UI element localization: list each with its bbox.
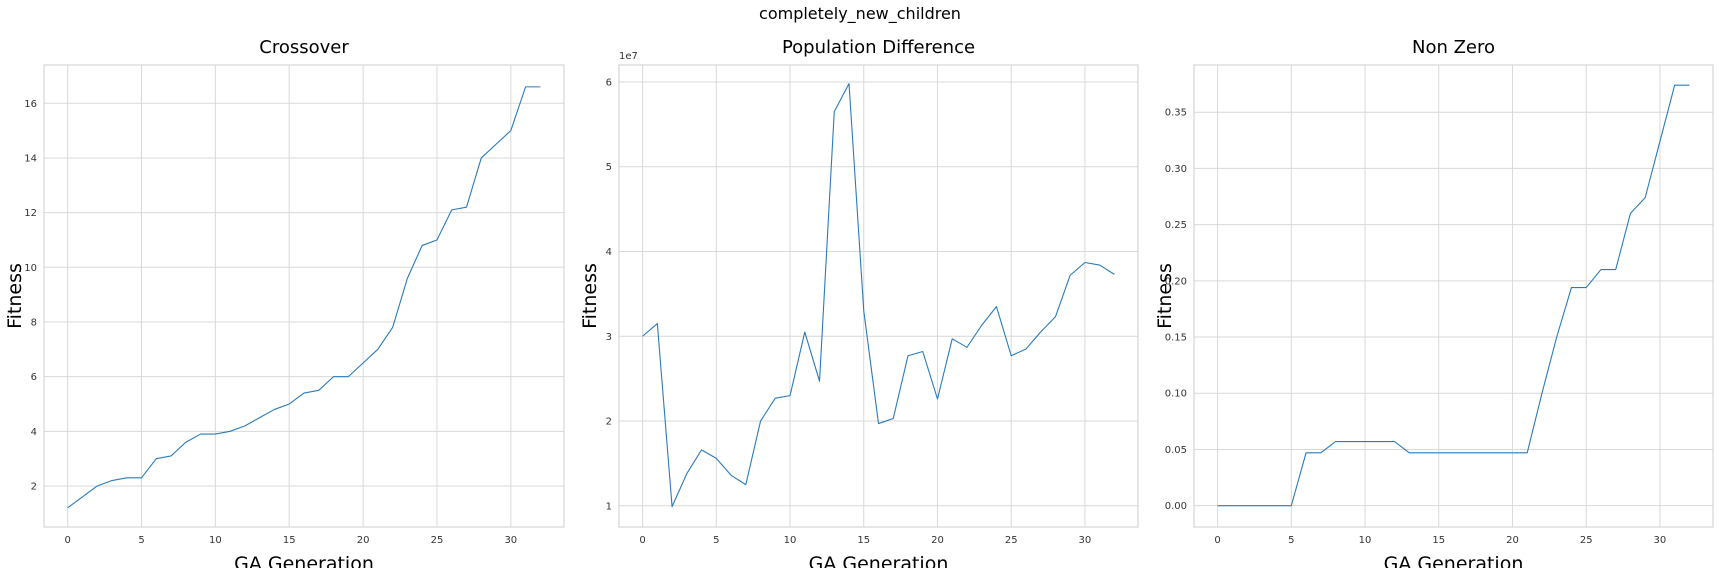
x-tick-label: 25 xyxy=(1580,535,1593,546)
x-tick-label: 5 xyxy=(713,535,719,546)
y-tick-label: 1 xyxy=(606,501,612,512)
x-tick-label: 30 xyxy=(1654,535,1667,546)
y-tick-label: 0.20 xyxy=(1165,276,1187,287)
y-axis-label: Fitness xyxy=(1154,263,1176,329)
x-tick-label: 0 xyxy=(639,535,645,546)
y-tick-label: 0.30 xyxy=(1165,164,1187,175)
x-tick-label: 0 xyxy=(1214,535,1220,546)
y-tick-label: 5 xyxy=(606,162,612,173)
y-axis-label: Fitness xyxy=(4,263,26,329)
x-tick-label: 25 xyxy=(431,535,444,546)
x-tick-label: 10 xyxy=(1359,535,1372,546)
x-tick-label: 15 xyxy=(857,535,870,546)
y-tick-label: 2 xyxy=(606,417,612,428)
x-tick-label: 30 xyxy=(1079,535,1092,546)
axes-frame xyxy=(1193,64,1714,528)
y-tick-label: 10 xyxy=(24,263,37,274)
chart-title: Crossover xyxy=(259,37,349,58)
series-line xyxy=(642,83,1115,508)
y-tick-label: 4 xyxy=(31,427,37,438)
y-tick-label: 16 xyxy=(24,99,37,110)
x-tick-label: 15 xyxy=(283,535,296,546)
y-tick-label: 6 xyxy=(31,372,37,383)
y-tick-label: 0.10 xyxy=(1165,389,1187,400)
x-tick-label: 30 xyxy=(504,535,517,546)
y-offset-label: 1e7 xyxy=(619,51,638,62)
y-tick-label: 6 xyxy=(606,77,612,88)
y-tick-label: 0.35 xyxy=(1165,108,1187,119)
y-tick-label: 4 xyxy=(606,247,612,258)
y-tick-label: 14 xyxy=(24,153,37,164)
y-tick-label: 12 xyxy=(24,208,37,219)
y-tick-label: 3 xyxy=(606,332,612,343)
x-axis-label: GA Generation xyxy=(1384,553,1524,568)
chart-title: Population Difference xyxy=(782,37,975,58)
x-tick-label: 0 xyxy=(64,535,70,546)
y-tick-label: 0.05 xyxy=(1165,445,1187,456)
y-tick-label: 2 xyxy=(31,481,37,492)
figure-title: completely_new_children xyxy=(759,4,961,23)
chart-title: Non Zero xyxy=(1412,37,1495,58)
x-tick-label: 10 xyxy=(784,535,797,546)
subplot-crossover: 0 5 10 15 20 25 30 2 4 6 8 10 12 14 16 Crossover GA Gene… xyxy=(4,37,565,568)
y-tick-label: 0.15 xyxy=(1165,333,1187,344)
x-tick-label: 20 xyxy=(931,535,944,546)
x-tick-label: 10 xyxy=(209,535,222,546)
y-tick-label: 0.00 xyxy=(1165,501,1187,512)
x-tick-label: 15 xyxy=(1432,535,1445,546)
x-tick-label: 20 xyxy=(357,535,370,546)
subplot-population-difference: 0 5 10 15 20 25 30 1 2 3 4 5 6 1e7 Population Differen… xyxy=(579,37,1139,568)
series-line xyxy=(67,86,541,509)
x-tick-label: 20 xyxy=(1506,535,1519,546)
x-axis-label: GA Generation xyxy=(809,553,949,568)
y-tick-label: 8 xyxy=(31,317,37,328)
x-tick-label: 25 xyxy=(1005,535,1018,546)
y-tick-label: 0.25 xyxy=(1165,220,1187,231)
y-axis-label: Fitness xyxy=(579,263,601,329)
series-line xyxy=(1217,84,1690,507)
axes-frame xyxy=(618,64,1139,528)
x-tick-label: 5 xyxy=(1288,535,1294,546)
subplot-non-zero: 0 5 10 15 20 25 30 0.00 0.05 0.10 0.15 0.20 0.25 0.30… xyxy=(1154,37,1714,568)
x-tick-label: 5 xyxy=(138,535,144,546)
axes-frame xyxy=(43,64,565,528)
x-axis-label: GA Generation xyxy=(234,553,374,568)
